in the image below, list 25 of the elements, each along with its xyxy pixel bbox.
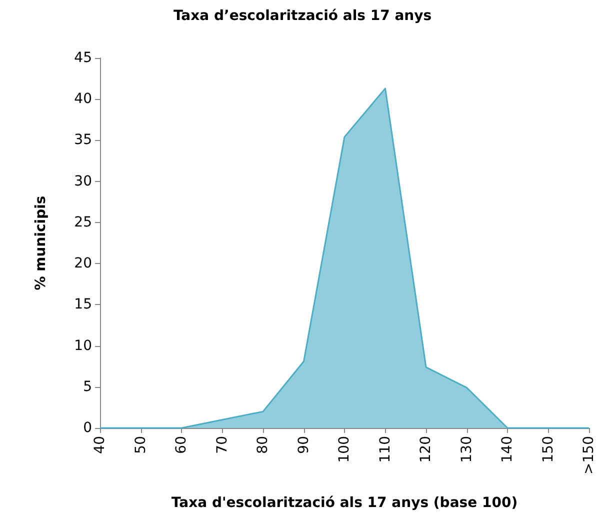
y-tick-label: 15 <box>74 296 92 313</box>
y-tick-label: 0 <box>83 420 92 436</box>
chart-title: Taxa d’escolarització als 17 anys <box>173 8 432 24</box>
y-tick-label: 35 <box>74 132 92 148</box>
x-tick-label: 130 <box>458 436 475 463</box>
x-tick-label: 80 <box>255 436 271 454</box>
y-tick-label: 5 <box>83 378 92 395</box>
x-tick-label: 50 <box>132 436 149 454</box>
x-tick-label: 60 <box>174 436 190 454</box>
x-tick-label: 120 <box>418 436 434 463</box>
x-tick-label: >150 <box>581 436 597 474</box>
x-tick-label: 110 <box>377 436 394 463</box>
x-tick-label: 150 <box>540 436 556 463</box>
x-tick-label: 70 <box>214 436 230 454</box>
y-tick-label: 40 <box>74 91 92 108</box>
y-axis-title: % municipis <box>33 196 49 290</box>
x-tick-label: 140 <box>500 436 516 463</box>
y-tick-label: 30 <box>74 173 92 190</box>
y-tick-label: 25 <box>74 214 92 230</box>
y-tick-label: 20 <box>74 256 92 272</box>
x-tick-label: 100 <box>336 436 352 463</box>
y-tick-label: 10 <box>74 338 92 354</box>
x-axis-title: Taxa d'escolarització als 17 anys (base 100) <box>171 495 518 511</box>
y-tick-label: 45 <box>74 50 92 66</box>
x-tick-label: 90 <box>296 436 312 454</box>
